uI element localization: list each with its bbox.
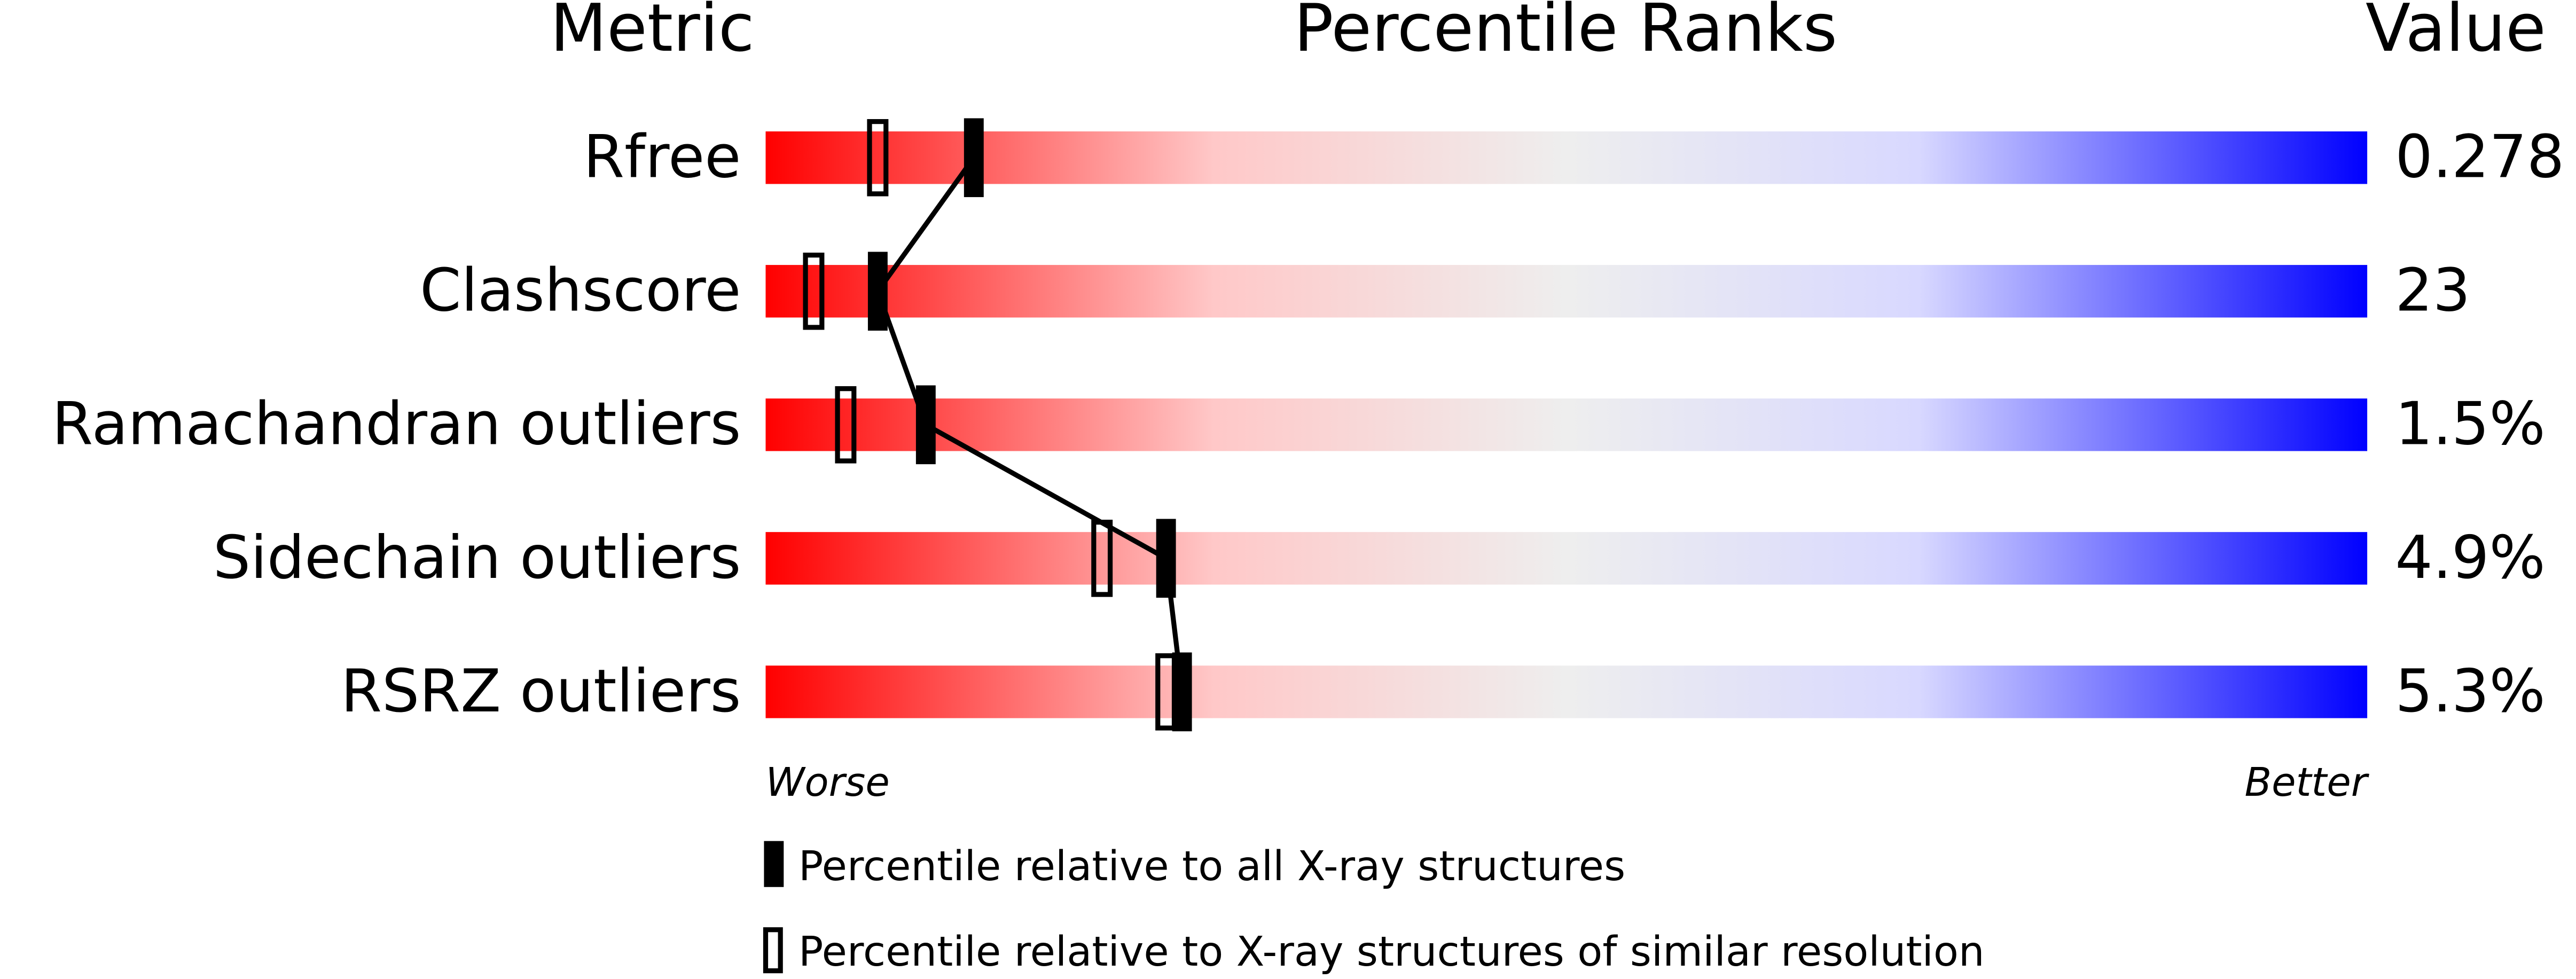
percentile-marker-open	[867, 119, 889, 197]
legend-label: Percentile relative to X-ray structures …	[798, 928, 1985, 976]
percentile-marker-open	[803, 253, 825, 330]
better-label: Better	[2244, 759, 2369, 805]
metric-value: 5.3%	[2395, 657, 2545, 726]
legend-swatch-filled	[764, 841, 784, 887]
percentile-marker-filled	[1156, 519, 1176, 598]
metric-label: Clashscore	[420, 256, 741, 325]
metric-value: 23	[2395, 256, 2470, 325]
legend-swatch-open	[763, 927, 783, 974]
percentile-marker-open	[1155, 653, 1177, 731]
percentile-bar	[765, 665, 2368, 718]
percentile-bar	[765, 131, 2368, 184]
percentile-marker-filled	[867, 252, 888, 331]
percentile-bar	[765, 532, 2368, 585]
metric-value: 0.278	[2395, 123, 2564, 192]
header-percentile: Percentile Ranks	[1294, 0, 1837, 67]
metric-value: 1.5%	[2395, 390, 2545, 459]
metric-label: RSRZ outliers	[341, 657, 741, 726]
percentile-marker-open	[835, 386, 857, 464]
header-value: Value	[2366, 0, 2546, 67]
metric-label: Ramachandran outliers	[52, 390, 741, 459]
percentile-marker-open	[1091, 520, 1113, 597]
header-metric: Metric	[550, 0, 754, 67]
worse-label: Worse	[765, 759, 889, 805]
percentile-marker-filled	[964, 118, 984, 198]
percentile-bar	[765, 265, 2368, 318]
percentile-bar	[765, 398, 2368, 451]
legend-label: Percentile relative to all X-ray structu…	[798, 843, 1625, 890]
percentile-marker-filled	[915, 385, 936, 465]
metric-value: 4.9%	[2395, 523, 2545, 592]
metric-label: Sidechain outliers	[213, 523, 741, 592]
metric-label: Rfree	[583, 123, 741, 192]
